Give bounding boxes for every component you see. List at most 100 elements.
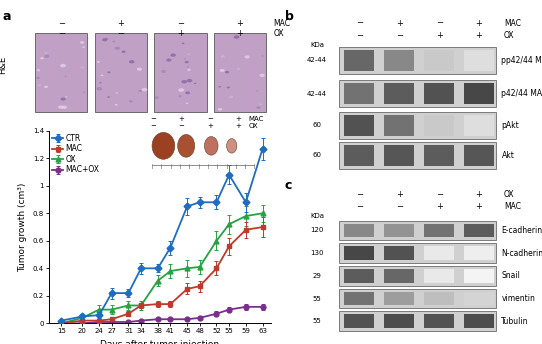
Bar — [344, 115, 375, 136]
Bar — [339, 221, 496, 240]
Text: OX: OX — [248, 123, 258, 129]
Text: −: − — [436, 19, 443, 28]
Ellipse shape — [178, 88, 184, 92]
Text: MAC: MAC — [248, 116, 263, 122]
Ellipse shape — [115, 104, 118, 106]
Bar — [424, 314, 454, 328]
Ellipse shape — [259, 104, 262, 105]
Text: b: b — [285, 10, 293, 23]
Ellipse shape — [60, 64, 66, 67]
Bar — [424, 269, 454, 283]
Ellipse shape — [187, 69, 191, 71]
Ellipse shape — [162, 70, 166, 73]
Ellipse shape — [244, 55, 250, 58]
Text: OX: OX — [504, 31, 514, 40]
Bar — [424, 83, 454, 104]
Bar — [339, 266, 496, 286]
Ellipse shape — [36, 77, 40, 79]
Ellipse shape — [81, 66, 84, 68]
Bar — [384, 145, 414, 166]
Bar — [339, 80, 496, 107]
Text: OX: OX — [504, 190, 514, 199]
Ellipse shape — [218, 86, 221, 87]
Ellipse shape — [99, 82, 102, 84]
Ellipse shape — [154, 96, 159, 99]
Bar — [384, 246, 414, 260]
Bar — [464, 246, 494, 260]
Ellipse shape — [221, 55, 225, 58]
Text: 55: 55 — [313, 318, 321, 324]
Bar — [344, 292, 375, 305]
Ellipse shape — [97, 61, 100, 63]
Ellipse shape — [227, 139, 237, 153]
Text: −: − — [396, 31, 403, 40]
Ellipse shape — [62, 106, 67, 109]
Bar — [339, 311, 496, 331]
Ellipse shape — [102, 38, 107, 41]
Ellipse shape — [129, 100, 133, 103]
Ellipse shape — [261, 55, 263, 57]
Ellipse shape — [105, 37, 109, 40]
Text: +: + — [235, 116, 241, 122]
Ellipse shape — [141, 88, 147, 92]
Ellipse shape — [184, 58, 186, 60]
Ellipse shape — [182, 43, 184, 44]
Ellipse shape — [152, 132, 175, 159]
Text: 55: 55 — [313, 295, 321, 302]
Ellipse shape — [188, 54, 190, 55]
Bar — [464, 269, 494, 283]
Bar — [464, 292, 494, 305]
Text: −: − — [207, 116, 212, 122]
Ellipse shape — [101, 75, 104, 76]
Text: Snail: Snail — [501, 271, 520, 280]
Text: −: − — [356, 202, 363, 212]
Ellipse shape — [237, 68, 240, 70]
Ellipse shape — [186, 79, 192, 82]
Ellipse shape — [114, 46, 120, 50]
Bar — [384, 50, 414, 71]
Ellipse shape — [185, 61, 189, 63]
Text: MAC: MAC — [273, 19, 291, 28]
Bar — [344, 224, 375, 237]
Ellipse shape — [166, 58, 171, 62]
Text: a: a — [3, 10, 11, 23]
Text: +: + — [475, 31, 482, 40]
Ellipse shape — [137, 67, 142, 71]
Ellipse shape — [220, 69, 225, 72]
Legend: CTR, MAC, OX, MAC+OX: CTR, MAC, OX, MAC+OX — [51, 133, 100, 175]
Text: E-cadherin: E-cadherin — [501, 226, 542, 235]
Bar — [339, 289, 496, 308]
Text: +: + — [396, 190, 403, 199]
Bar — [154, 33, 207, 111]
Text: −: − — [57, 19, 64, 28]
Ellipse shape — [182, 80, 187, 84]
Ellipse shape — [112, 41, 115, 42]
Bar — [384, 224, 414, 237]
Text: +: + — [236, 29, 243, 38]
Ellipse shape — [65, 96, 67, 97]
Bar — [94, 33, 147, 111]
Bar — [464, 314, 494, 328]
Bar — [35, 33, 87, 111]
Text: +: + — [436, 31, 443, 40]
Text: +: + — [207, 123, 212, 129]
Text: 42-44: 42-44 — [307, 91, 327, 97]
Ellipse shape — [44, 55, 49, 58]
Ellipse shape — [227, 86, 230, 88]
Text: OX: OX — [273, 29, 284, 38]
Ellipse shape — [58, 105, 64, 109]
Ellipse shape — [234, 35, 240, 39]
Text: −: − — [356, 190, 363, 199]
Text: MAC: MAC — [504, 19, 521, 28]
Ellipse shape — [178, 135, 195, 157]
Text: −: − — [151, 123, 156, 129]
Bar — [344, 314, 375, 328]
Text: +: + — [475, 190, 482, 199]
Text: +: + — [177, 29, 184, 38]
Text: −: − — [356, 31, 363, 40]
Ellipse shape — [122, 51, 126, 53]
Bar — [464, 145, 494, 166]
Text: 60: 60 — [312, 152, 321, 158]
Ellipse shape — [44, 52, 48, 54]
Ellipse shape — [115, 92, 118, 94]
